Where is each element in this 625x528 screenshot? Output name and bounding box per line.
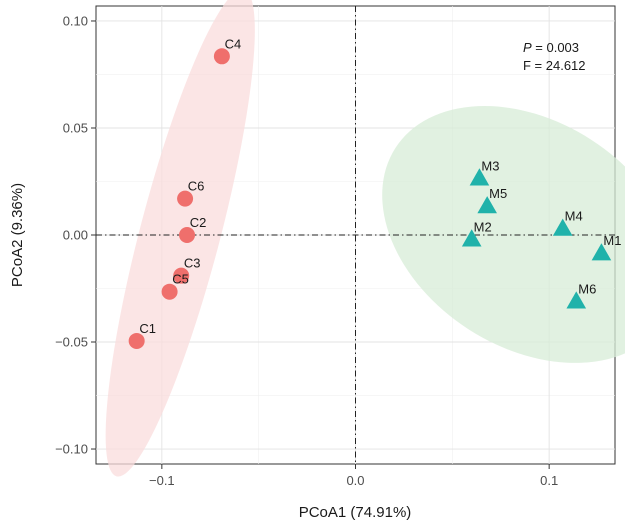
point-C2 [179, 227, 196, 243]
x-axis-ticks: −0.1 0.0 0.1 [149, 464, 558, 488]
point-label-C1: C1 [139, 321, 156, 336]
y-tick-label: 0.05 [63, 120, 88, 135]
y-axis-ticks: −0.10 −0.05 0.00 0.05 0.10 [55, 13, 96, 457]
point-C1 [128, 332, 145, 349]
point-M3 [469, 168, 490, 186]
point-label-M5: M5 [489, 186, 507, 201]
x-tick-label: 0.1 [540, 473, 558, 488]
x-axis-title: PCoA1 (74.91%) [299, 504, 412, 521]
y-tick-label: 0.00 [63, 228, 88, 243]
point-M1 [591, 243, 612, 261]
point-C6 [177, 190, 194, 207]
data-points [128, 48, 612, 349]
annotation-p: P = 0.003 [523, 40, 579, 55]
point-M4 [552, 218, 573, 236]
point-C3 [173, 267, 190, 284]
point-label-M4: M4 [565, 209, 583, 224]
annotation-p-value: = 0.003 [532, 40, 579, 55]
annotation-f: F = 24.612 [523, 58, 586, 73]
point-label-C4: C4 [225, 36, 242, 51]
point-label-M3: M3 [481, 158, 499, 173]
point-label-C3: C3 [184, 256, 201, 271]
point-label-C5: C5 [172, 272, 189, 287]
y-tick-label: −0.10 [55, 442, 88, 457]
point-label-C6: C6 [188, 179, 205, 194]
point-label-M2: M2 [474, 219, 492, 234]
point-M2 [461, 229, 482, 247]
point-label-M1: M1 [603, 233, 621, 248]
y-axis-title: PCoA2 (9.36%) [9, 183, 26, 287]
point-label-M6: M6 [578, 281, 596, 296]
point-labels: C1 C2 C3 C4 C5 C6 M1 M2 M3 M4 M5 M6 [139, 36, 621, 336]
x-tick-label: −0.1 [149, 473, 175, 488]
point-C5 [161, 283, 178, 300]
y-tick-label: 0.10 [63, 13, 88, 28]
point-label-C2: C2 [190, 215, 207, 230]
confidence-ellipse-2 [382, 105, 625, 363]
point-C4 [213, 48, 230, 65]
point-M5 [477, 196, 497, 214]
annotation-p-label: P [523, 40, 532, 55]
point-M6 [566, 291, 587, 309]
y-tick-label: −0.05 [55, 335, 88, 350]
x-tick-label: 0.0 [346, 473, 364, 488]
